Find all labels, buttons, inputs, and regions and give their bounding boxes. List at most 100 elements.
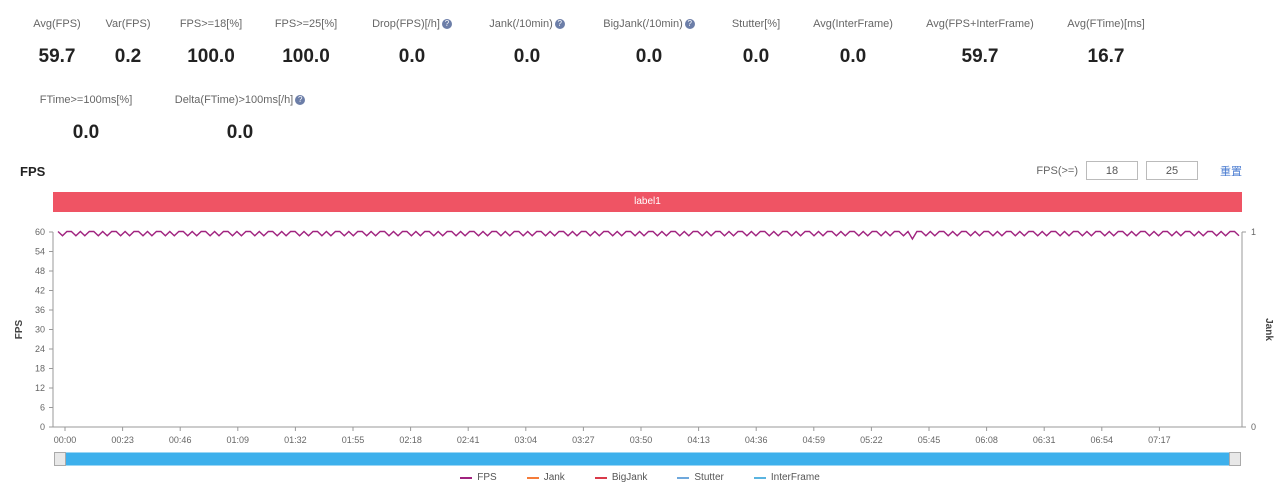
- metric-label-text: BigJank(/10min): [603, 18, 683, 30]
- metric-value: 0.0: [839, 46, 867, 67]
- y-tick-label: 0: [40, 422, 45, 432]
- y-axis-title: FPS: [14, 319, 25, 339]
- threshold-label: FPS(>=): [1036, 164, 1078, 177]
- x-tick-label: 00:00: [54, 435, 77, 445]
- x-tick-label: 06:08: [975, 435, 998, 445]
- y-right-axis-title: Jank: [1263, 318, 1274, 341]
- x-tick-label: 04:36: [745, 435, 768, 445]
- legend-label: BigJank: [611, 472, 648, 483]
- timeline-slider[interactable]: [54, 452, 1241, 466]
- y-tick-label: 12: [35, 383, 45, 393]
- legend-item[interactable]: Stutter: [677, 472, 724, 483]
- metric-value: 0.0: [742, 46, 770, 67]
- x-tick-label: 03:50: [630, 435, 653, 445]
- info-icon[interactable]: ?: [684, 19, 695, 29]
- metric-ftime-ge-100: FTime>=100ms[%] 0.0: [6, 90, 166, 144]
- metric-value: 100.0: [282, 46, 330, 67]
- y-right-tick-label: 0: [1251, 422, 1256, 432]
- legend-label: InterFrame: [770, 472, 820, 483]
- metric-value: 100.0: [187, 46, 235, 67]
- series-line-fps: [57, 230, 1240, 241]
- metric-drop-fps: Drop(FPS)[/h]? 0.0: [332, 14, 492, 68]
- y-tick-label: 6: [40, 403, 45, 413]
- y-tick-label: 48: [35, 266, 45, 276]
- x-tick-label: 02:18: [399, 435, 422, 445]
- metric-avg-fps: Avg(FPS) 59.7: [0, 14, 137, 68]
- metric-value: 0.0: [635, 46, 663, 67]
- metric-label-text: Avg(FPS+InterFrame): [926, 18, 1034, 30]
- metric-value: 59.7: [38, 46, 76, 67]
- x-tick-label: 05:45: [918, 435, 941, 445]
- metric-label: FTime>=100ms[%]: [40, 94, 133, 106]
- metric-value: 16.7: [1087, 46, 1125, 67]
- x-tick-label: 01:32: [284, 435, 307, 445]
- x-tick-label: 00:23: [111, 435, 134, 445]
- metric-label: Stutter[%]: [732, 18, 780, 30]
- metric-value: 0.0: [513, 46, 541, 67]
- metric-label-text: FPS>=25[%]: [274, 18, 338, 30]
- legend-item[interactable]: FPS: [460, 472, 497, 483]
- y-tick-label: 36: [35, 305, 45, 315]
- metric-value: 0.0: [226, 122, 254, 143]
- info-icon[interactable]: ?: [295, 95, 306, 105]
- slider-right-handle[interactable]: [1229, 452, 1241, 466]
- slider-left-handle[interactable]: [54, 452, 66, 466]
- threshold-input-2[interactable]: [1146, 161, 1198, 180]
- metric-avg-ftime: Avg(FTime)[ms] 16.7: [1026, 14, 1186, 68]
- metric-label: Avg(FPS): [33, 18, 80, 30]
- chart-legend: FPS Jank BigJank Stutter InterFrame: [0, 472, 1280, 483]
- metric-label: FPS>=18[%]: [180, 18, 242, 30]
- metric-label-text: Stutter[%]: [731, 18, 781, 30]
- x-tick-label: 03:27: [572, 435, 595, 445]
- y-tick-label: 24: [35, 344, 45, 354]
- x-tick-label: 04:59: [803, 435, 826, 445]
- metric-avg-interframe: Avg(InterFrame) 0.0: [773, 14, 933, 68]
- metric-value: 0.0: [398, 46, 426, 67]
- legend-label: Jank: [543, 472, 565, 483]
- metric-label: Drop(FPS)[/h]?: [372, 18, 452, 30]
- legend-swatch: [594, 476, 607, 479]
- y-tick-label: 42: [35, 286, 45, 296]
- x-tick-label: 06:31: [1033, 435, 1056, 445]
- legend-swatch: [753, 476, 766, 479]
- info-icon[interactable]: ?: [554, 19, 565, 29]
- metric-jank: Jank(/10min)? 0.0: [447, 14, 607, 68]
- metric-label: Avg(FTime)[ms]: [1067, 18, 1145, 30]
- reset-link[interactable]: 重置: [1220, 165, 1242, 178]
- legend-item[interactable]: BigJank: [594, 472, 648, 483]
- metric-label-text: Avg(FTime)[ms]: [1067, 18, 1145, 30]
- metrics-panel: Avg(FPS) 59.7 Var(FPS) 0.2 FPS>=18[%] 100.0 FP…: [0, 0, 1280, 150]
- metric-delta-ftime: Delta(FTime)>100ms[/h]? 0.0: [160, 90, 320, 144]
- metric-label: Avg(InterFrame): [813, 18, 893, 30]
- metric-value: 59.7: [961, 46, 999, 67]
- legend-label: Stutter: [694, 472, 724, 483]
- legend-item[interactable]: InterFrame: [753, 472, 820, 483]
- info-icon[interactable]: ?: [441, 19, 452, 29]
- x-tick-label: 06:54: [1091, 435, 1114, 445]
- metric-label: Avg(FPS+InterFrame): [926, 18, 1034, 30]
- x-tick-label: 01:55: [342, 435, 365, 445]
- metric-label-text: FTime>=100ms[%]: [39, 94, 133, 106]
- label-bar[interactable]: label1: [53, 192, 1242, 212]
- metric-stutter: Stutter[%] 0.0: [676, 14, 836, 68]
- section-title: FPS: [20, 164, 46, 179]
- x-tick-label: 02:41: [457, 435, 480, 445]
- metric-fps-ge-25: FPS>=25[%] 100.0: [226, 14, 386, 68]
- metric-label: Delta(FTime)>100ms[/h]?: [175, 94, 306, 106]
- metric-big-jank: BigJank(/10min)? 0.0: [569, 14, 729, 68]
- legend-item[interactable]: Jank: [526, 472, 565, 483]
- fps-chart: 0 6 12 18 24 30 36 42 48 54 60 0 1 FPS Jank 00:00 00:23 0…: [14, 227, 1274, 445]
- metric-label: BigJank(/10min)?: [603, 18, 695, 30]
- metric-value: 0.2: [114, 46, 142, 67]
- legend-swatch: [460, 476, 473, 479]
- x-tick-label: 00:46: [169, 435, 192, 445]
- fps-threshold-controls: FPS(>=) 重置: [1036, 161, 1242, 180]
- x-tick-label: 04:13: [687, 435, 710, 445]
- y-tick-label: 60: [35, 227, 45, 237]
- metric-value: 0.0: [72, 122, 100, 143]
- legend-swatch: [526, 476, 539, 479]
- y-tick-label: 18: [35, 364, 45, 374]
- metric-label: Jank(/10min)?: [489, 18, 565, 30]
- y-right-tick-label: 1: [1251, 227, 1256, 237]
- threshold-input-1[interactable]: [1086, 161, 1138, 180]
